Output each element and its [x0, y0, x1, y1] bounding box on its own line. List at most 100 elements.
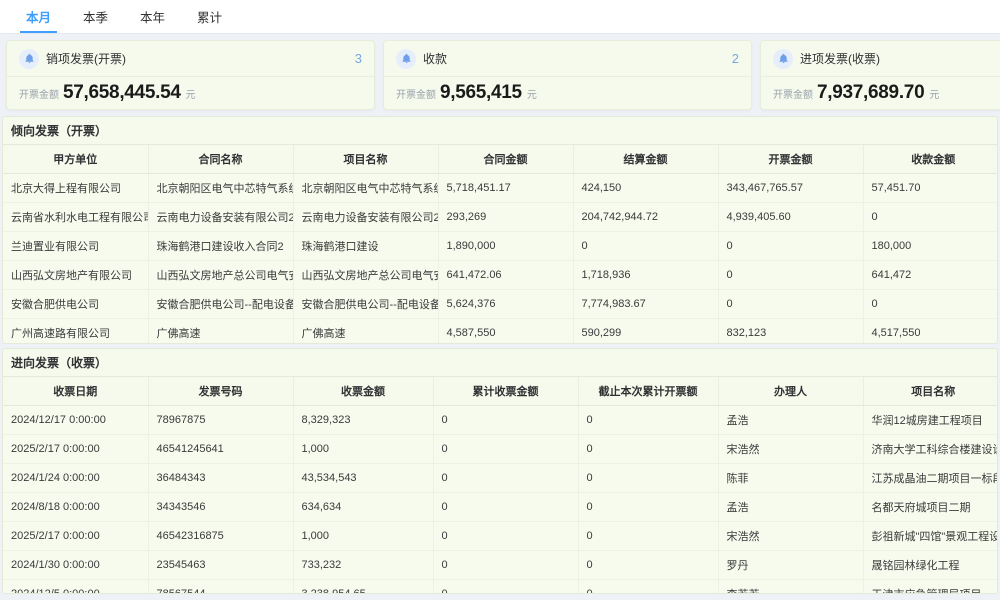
- cell-0-4: 424,150: [573, 173, 719, 203]
- cell-6-0: 2024/12/5 0:00:00: [3, 579, 149, 593]
- cell-0-5: 孟浩: [718, 405, 864, 435]
- cell-3-1: 山西弘文房地产总公司电气安装工程: [148, 260, 294, 290]
- cell-0-6: 57,451.70: [863, 173, 997, 203]
- cell-2-2: 43,534,543: [293, 463, 434, 493]
- cell-1-2: 1,000: [293, 434, 434, 464]
- cell-5-6: 4,517,550: [863, 318, 997, 343]
- table-row[interactable]: 2025/2/17 0:00:00 46542316875 1,000 0 0 宋浩然 彭祖…: [3, 521, 997, 551]
- card-header: 收款 2: [384, 41, 751, 77]
- cell-0-5: 343,467,765.57: [718, 173, 864, 203]
- cell-3-6: 名都天府城项目二期: [863, 492, 997, 522]
- amount-label: 开票金额: [396, 89, 436, 101]
- summary-card-1[interactable]: 收款 2 开票金额 9,565,415 元: [383, 40, 752, 110]
- cell-2-1: 珠海鹤港口建设收入合同2: [148, 231, 294, 261]
- cell-4-0: 安徽合肥供电公司: [3, 289, 149, 319]
- tab-3[interactable]: 累计: [197, 11, 223, 25]
- card-body: 开票金额 7,937,689.70 元: [761, 77, 1000, 109]
- cell-5-6: 晟铭园林绿化工程: [863, 550, 997, 580]
- purchase-table-scroll[interactable]: 收票日期 发票号码 收票金额 累计收票金额 截止本次累计开票额 办理人 项目名称 2024/…: [3, 377, 997, 593]
- cell-2-0: 兰迪置业有限公司: [3, 231, 149, 261]
- tab-2[interactable]: 本年: [140, 11, 166, 25]
- cell-1-3: 293,269: [438, 202, 574, 232]
- card-body: 开票金额 57,658,445.54 元: [7, 77, 374, 109]
- cell-4-1: 安徽合肥供电公司--配电设备检修维护: [148, 289, 294, 319]
- cell-0-2: 北京朝阳区电气中芯特气系统之GMS: [293, 173, 439, 203]
- table-row[interactable]: 2024/1/24 0:00:00 36484343 43,534,543 0 0 陈菲江…: [3, 463, 997, 493]
- table-row[interactable]: 2024/1/30 0:00:00 23545463 733,232 0 0 罗丹 晟铭园林…: [3, 550, 997, 580]
- column-header-3[interactable]: 累计收票金额: [433, 377, 579, 406]
- amount-value: 9,565,415: [440, 82, 522, 103]
- cell-3-4: 0: [578, 492, 719, 522]
- cell-3-3: 0: [433, 492, 579, 522]
- cell-6-6: 天津市应急管理局项目: [863, 579, 997, 593]
- sales-invoice-table: 甲方单位 合同名称 项目名称 合同金额 结算金额 开票金额 收款金额 北京大得上程有限公司 北…: [3, 145, 997, 343]
- table-row[interactable]: 云南省水利水电工程有限公司云南电力设备安装有限公司2019–20云南电力设备安装…: [3, 202, 997, 232]
- cell-6-5: 李若若: [718, 579, 864, 593]
- cell-4-3: 5,624,376: [438, 289, 574, 319]
- column-header-6[interactable]: 收款金额: [863, 145, 997, 174]
- cell-0-6: 华润12城房建工程项目: [863, 405, 997, 435]
- column-header-0[interactable]: 收票日期: [3, 377, 149, 406]
- cell-5-0: 广州高速路有限公司: [3, 318, 149, 343]
- column-header-2[interactable]: 项目名称: [293, 145, 439, 174]
- cell-2-3: 0: [433, 463, 579, 493]
- table-row[interactable]: 2024/12/17 0:00:00 78967875 8,329,323 0 0 孟浩华…: [3, 405, 997, 435]
- column-header-5[interactable]: 开票金额: [718, 145, 864, 174]
- table-row[interactable]: 北京大得上程有限公司北京朝阳区电气中芯特气系统之GMS北京朝阳区电气中芯特气系统…: [3, 173, 997, 203]
- cell-1-0: 云南省水利水电工程有限公司: [3, 202, 149, 232]
- summary-card-2[interactable]: 进项发票(收票) 开票金额 7,937,689.70 元: [760, 40, 1000, 110]
- cell-4-6: 彭祖新城"四馆"景观工程设计项目: [863, 521, 997, 551]
- cell-2-1: 36484343: [148, 463, 294, 493]
- card-header: 进项发票(收票): [761, 41, 1000, 77]
- column-header-4[interactable]: 截止本次累计开票额: [578, 377, 719, 406]
- purchase-header-row: 收票日期 发票号码 收票金额 累计收票金额 截止本次累计开票额 办理人 项目名称: [3, 377, 997, 406]
- amount-unit: 元: [929, 89, 940, 101]
- cell-3-5: 孟浩: [718, 492, 864, 522]
- tab-1[interactable]: 本季: [83, 11, 109, 25]
- amount-value: 7,937,689.70: [817, 82, 925, 103]
- table-row[interactable]: 2024/12/5 0:00:00785675443,238,954.6500李…: [3, 579, 997, 593]
- table-row[interactable]: 山西弘文房地产有限公司山西弘文房地产总公司电气安装工程山西弘文房地产总公司电气安…: [3, 260, 997, 290]
- table-row[interactable]: 广州高速路有限公司 广佛高速 广佛高速 4,587,550 590,299 832,123…: [3, 318, 997, 343]
- column-header-4[interactable]: 结算金额: [573, 145, 719, 174]
- sales-table-scroll[interactable]: 甲方单位 合同名称 项目名称 合同金额 结算金额 开票金额 收款金额 北京大得上程有限公司 北…: [3, 145, 997, 343]
- card-body: 开票金额 9,565,415 元: [384, 77, 751, 109]
- column-header-0[interactable]: 甲方单位: [3, 145, 149, 174]
- cell-4-1: 46542316875: [148, 521, 294, 551]
- tab-0[interactable]: 本月: [10, 0, 67, 33]
- cell-5-2: 广佛高速: [293, 318, 439, 343]
- column-header-5[interactable]: 办理人: [718, 377, 864, 406]
- cell-2-4: 0: [573, 231, 719, 261]
- cell-1-6: 济南大学工科综合楼建设设计项目: [863, 434, 997, 464]
- cell-3-5: 0: [718, 260, 864, 290]
- table-row[interactable]: 2025/2/17 0:00:00 46541245641 1,000 0 0 宋浩然 济南…: [3, 434, 997, 464]
- cell-3-0: 山西弘文房地产有限公司: [3, 260, 149, 290]
- column-header-3[interactable]: 合同金额: [438, 145, 574, 174]
- cell-5-5: 罗丹: [718, 550, 864, 580]
- cell-5-4: 590,299: [573, 318, 719, 343]
- column-header-1[interactable]: 发票号码: [148, 377, 294, 406]
- column-header-6[interactable]: 项目名称: [863, 377, 997, 406]
- cell-5-0: 2024/1/30 0:00:00: [3, 550, 149, 580]
- table-row[interactable]: 兰迪置业有限公司 珠海鹤港口建设收入合同2 珠海鹤港口建设 1,890,000 0 0 18…: [3, 231, 997, 261]
- cell-6-4: 0: [578, 579, 719, 593]
- column-header-2[interactable]: 收票金额: [293, 377, 434, 406]
- bell-icon: [396, 48, 416, 69]
- cell-2-6: 江苏成晶油二期项目一标段工程: [863, 463, 997, 493]
- amount-label: 开票金额: [773, 89, 813, 101]
- card-title: 进项发票(收票): [800, 52, 880, 66]
- summary-card-0[interactable]: 销项发票(开票) 3 开票金额 57,658,445.54 元: [6, 40, 375, 110]
- cell-0-0: 北京大得上程有限公司: [3, 173, 149, 203]
- cell-1-4: 204,742,944.72: [573, 202, 719, 232]
- table-row[interactable]: 安徽合肥供电公司安徽合肥供电公司--配电设备检修维护安徽合肥供电公司--配电设备…: [3, 289, 997, 319]
- cell-4-2: 1,000: [293, 521, 434, 551]
- cell-2-6: 180,000: [863, 231, 997, 261]
- table-row[interactable]: 2024/8/18 0:00:00 34343546 634,634 0 0 孟浩 名都天府…: [3, 492, 997, 522]
- summary-cards: 销项发票(开票) 3 开票金额 57,658,445.54 元 收款 2 开票金额 9,565,…: [0, 34, 1000, 116]
- cell-3-2: 山西弘文房地产总公司电气安装工程: [293, 260, 439, 290]
- amount-unit: 元: [526, 89, 537, 101]
- column-header-1[interactable]: 合同名称: [148, 145, 294, 174]
- cell-4-0: 2025/2/17 0:00:00: [3, 521, 149, 551]
- purchase-invoice-table: 收票日期 发票号码 收票金额 累计收票金额 截止本次累计开票额 办理人 项目名称 2024/…: [3, 377, 997, 593]
